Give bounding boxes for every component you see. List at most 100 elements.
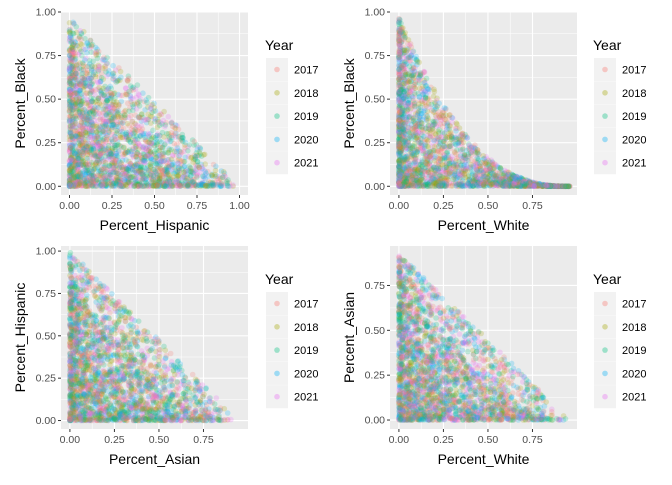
scatter-point <box>190 179 196 185</box>
scatter-point <box>431 87 437 93</box>
legend-marker <box>274 137 280 143</box>
scatter-point <box>76 162 82 168</box>
scatter-point <box>120 167 126 173</box>
scatter-point <box>106 181 112 187</box>
scatter-point <box>137 133 143 139</box>
scatter-point <box>80 60 86 66</box>
scatter-point <box>77 90 83 96</box>
y-axis-title: Percent_Black <box>12 57 28 148</box>
scatter-point <box>185 182 191 188</box>
scatter-point <box>162 124 168 130</box>
scatter-point <box>161 134 167 140</box>
legend-marker <box>274 160 280 166</box>
scatter-point <box>153 155 159 161</box>
scatter-point <box>153 175 159 181</box>
scatter-point <box>154 137 160 143</box>
scatter-point <box>108 109 114 115</box>
scatter-point <box>94 177 100 183</box>
x-tick-label: 0.00 <box>59 200 80 212</box>
scatter-point <box>469 149 475 155</box>
scatter-point <box>183 140 189 146</box>
scatter-point <box>129 149 135 155</box>
scatter-point <box>474 156 480 162</box>
scatter-point <box>100 183 106 189</box>
scatter-point <box>446 177 452 183</box>
scatter-point <box>169 156 175 162</box>
scatter-point <box>224 183 230 189</box>
scatter-point <box>114 175 120 181</box>
scatter-point <box>413 54 419 60</box>
legend-marker <box>274 67 280 73</box>
scatter-point <box>170 124 176 130</box>
scatter-point <box>131 85 137 91</box>
scatter-point <box>126 167 132 173</box>
scatter-point <box>442 105 448 111</box>
scatter-point <box>159 159 165 165</box>
scatter-point <box>79 120 85 126</box>
y-tick-label: 0.00 <box>36 181 57 193</box>
scatter-point <box>106 167 112 173</box>
scatter-point <box>74 62 80 68</box>
scatter-point <box>74 128 80 134</box>
legend-label: 2019 <box>294 111 318 123</box>
scatter-point <box>206 183 212 189</box>
scatter-point <box>131 164 137 170</box>
scatter-point <box>103 174 109 180</box>
scatter-point <box>83 130 89 136</box>
scatter-point <box>82 107 88 113</box>
scatter-point <box>421 134 427 140</box>
scatter-point <box>175 161 181 167</box>
scatter-point <box>87 134 93 140</box>
scatter-point <box>77 28 83 34</box>
scatter-point <box>75 156 81 162</box>
scatter-point <box>73 71 79 77</box>
scatter-point <box>113 137 119 143</box>
scatter-point <box>143 97 149 103</box>
scatter-point <box>151 179 157 185</box>
x-tick-label: 1.00 <box>229 200 250 212</box>
scatter-point <box>84 64 90 70</box>
scatter-point <box>136 91 142 97</box>
scatter-point <box>161 118 167 124</box>
legend-title: Year <box>265 37 294 53</box>
scatter-point <box>156 113 162 119</box>
scatter-point <box>67 158 73 164</box>
scatter-point <box>114 128 120 134</box>
scatter-point <box>100 65 106 71</box>
scatter-point <box>68 71 74 77</box>
scatter-point <box>93 52 99 58</box>
scatter-point <box>128 113 134 119</box>
scatter-point <box>114 79 120 85</box>
scatter-point <box>171 174 177 180</box>
scatter-point <box>95 105 101 111</box>
scatter-point <box>69 111 75 117</box>
scatter-point <box>177 183 183 189</box>
y-tick-label: 0.50 <box>36 94 57 106</box>
scatter-point <box>111 170 117 176</box>
scatter-point <box>94 135 100 141</box>
scatter-point <box>120 93 126 99</box>
scatter-point <box>86 42 92 48</box>
scatter-point <box>77 182 83 188</box>
scatter-point <box>67 105 73 111</box>
scatter-point <box>421 70 427 76</box>
scatter-point <box>407 54 413 60</box>
scatter-point <box>80 171 86 177</box>
scatter-point <box>116 65 122 71</box>
scatter-point <box>181 169 187 175</box>
scatter-point <box>118 160 124 166</box>
x-axis-title: Percent_Hispanic <box>100 217 210 233</box>
scatter-point <box>134 106 140 112</box>
scatter-point <box>108 151 114 157</box>
scatter-point <box>418 104 424 110</box>
scatter-point <box>213 164 219 170</box>
scatter-point <box>71 21 77 27</box>
scatter-point <box>113 147 119 153</box>
scatter-point <box>466 174 472 180</box>
scatter-point <box>109 91 115 97</box>
scatter-point <box>96 80 102 86</box>
scatter-point <box>194 150 200 156</box>
scatter-point <box>72 91 78 97</box>
scatter-point <box>92 92 98 98</box>
scatter-point <box>139 111 145 117</box>
